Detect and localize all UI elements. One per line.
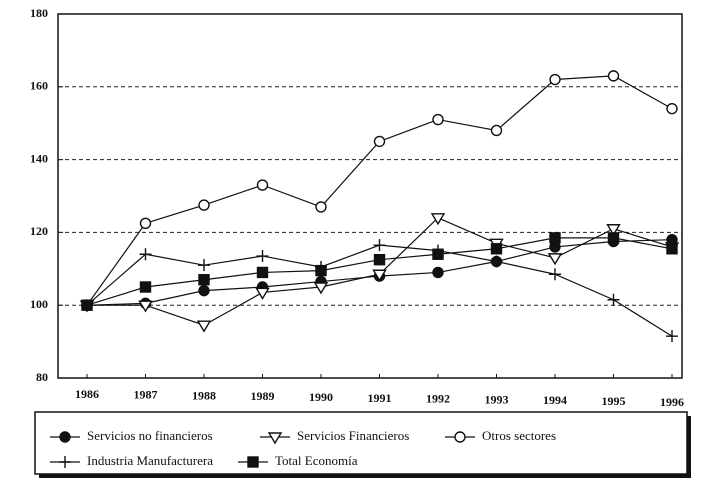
x-tick-label: 1987 <box>134 388 158 402</box>
legend-label: Total Economía <box>275 453 358 468</box>
legend-marker <box>267 432 283 445</box>
marker <box>256 250 269 263</box>
y-tick-label: 100 <box>30 297 48 311</box>
x-tick-label: 1992 <box>426 392 450 406</box>
x-tick-label: 1993 <box>485 392 509 406</box>
marker <box>373 239 386 252</box>
marker <box>490 124 503 137</box>
y-tick-label: 120 <box>30 224 48 238</box>
marker <box>139 217 152 230</box>
legend-label: Industria Manufacturera <box>87 453 213 468</box>
marker <box>432 248 444 260</box>
marker <box>198 259 210 272</box>
y-tick-label: 140 <box>30 151 48 165</box>
legend-label: Otros sectores <box>482 428 556 443</box>
marker <box>198 274 210 286</box>
marker <box>256 266 269 279</box>
x-tick-label: 1989 <box>251 389 275 403</box>
x-tick-label: 1991 <box>368 391 392 405</box>
marker <box>432 113 444 126</box>
marker <box>315 264 327 277</box>
marker <box>139 281 152 293</box>
marker <box>547 253 563 266</box>
marker <box>139 248 152 261</box>
legend-label: Servicios Financieros <box>297 428 409 443</box>
marker <box>549 73 561 86</box>
legend-marker <box>59 431 71 443</box>
marker <box>666 330 678 343</box>
y-tick-label: 160 <box>30 79 48 93</box>
marker <box>490 243 503 255</box>
marker <box>255 287 270 300</box>
x-tick-label: 1995 <box>602 394 626 408</box>
marker <box>607 293 620 306</box>
legend-marker <box>247 456 259 468</box>
marker <box>666 243 678 255</box>
marker <box>256 179 269 191</box>
marker <box>372 269 387 282</box>
y-tick-label: 180 <box>30 6 48 20</box>
legend-marker <box>454 431 466 443</box>
marker <box>606 224 621 237</box>
marker <box>196 320 212 333</box>
marker <box>198 284 210 297</box>
x-tick-label: 1988 <box>192 388 216 402</box>
marker <box>373 135 386 148</box>
marker <box>81 299 93 311</box>
marker <box>666 102 678 115</box>
x-tick-label: 1994 <box>543 393 567 407</box>
marker <box>138 300 153 313</box>
marker <box>607 232 620 244</box>
plot-frame <box>57 13 683 379</box>
marker <box>198 199 210 211</box>
marker <box>313 282 329 295</box>
marker <box>432 266 444 279</box>
x-tick-label: 1996 <box>660 395 684 409</box>
legend-label: Servicios no financieros <box>87 428 213 443</box>
marker <box>430 213 446 226</box>
marker <box>315 201 327 213</box>
legend-marker <box>59 456 71 468</box>
marker <box>549 268 561 281</box>
marker <box>607 70 620 82</box>
legend-box <box>34 411 688 475</box>
marker <box>549 232 561 244</box>
x-tick-label: 1986 <box>75 387 99 401</box>
marker <box>373 253 386 266</box>
x-tick-label: 1990 <box>309 390 333 404</box>
marker <box>490 255 503 268</box>
y-tick-label: 80 <box>36 370 48 384</box>
